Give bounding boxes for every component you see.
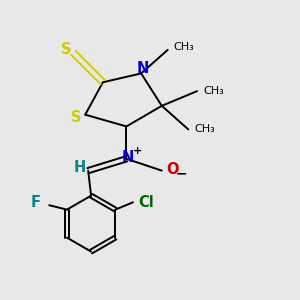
Text: S: S (61, 42, 71, 57)
Text: Cl: Cl (138, 195, 154, 210)
Text: CH₃: CH₃ (194, 124, 215, 134)
Text: CH₃: CH₃ (174, 42, 194, 52)
Text: F: F (30, 195, 40, 210)
Text: CH₃: CH₃ (203, 86, 224, 96)
Text: −: − (176, 166, 188, 180)
Text: H: H (74, 160, 86, 175)
Text: S: S (71, 110, 82, 125)
Text: N: N (122, 150, 134, 165)
Text: +: + (133, 146, 142, 156)
Text: O: O (166, 162, 178, 177)
Text: N: N (136, 61, 149, 76)
